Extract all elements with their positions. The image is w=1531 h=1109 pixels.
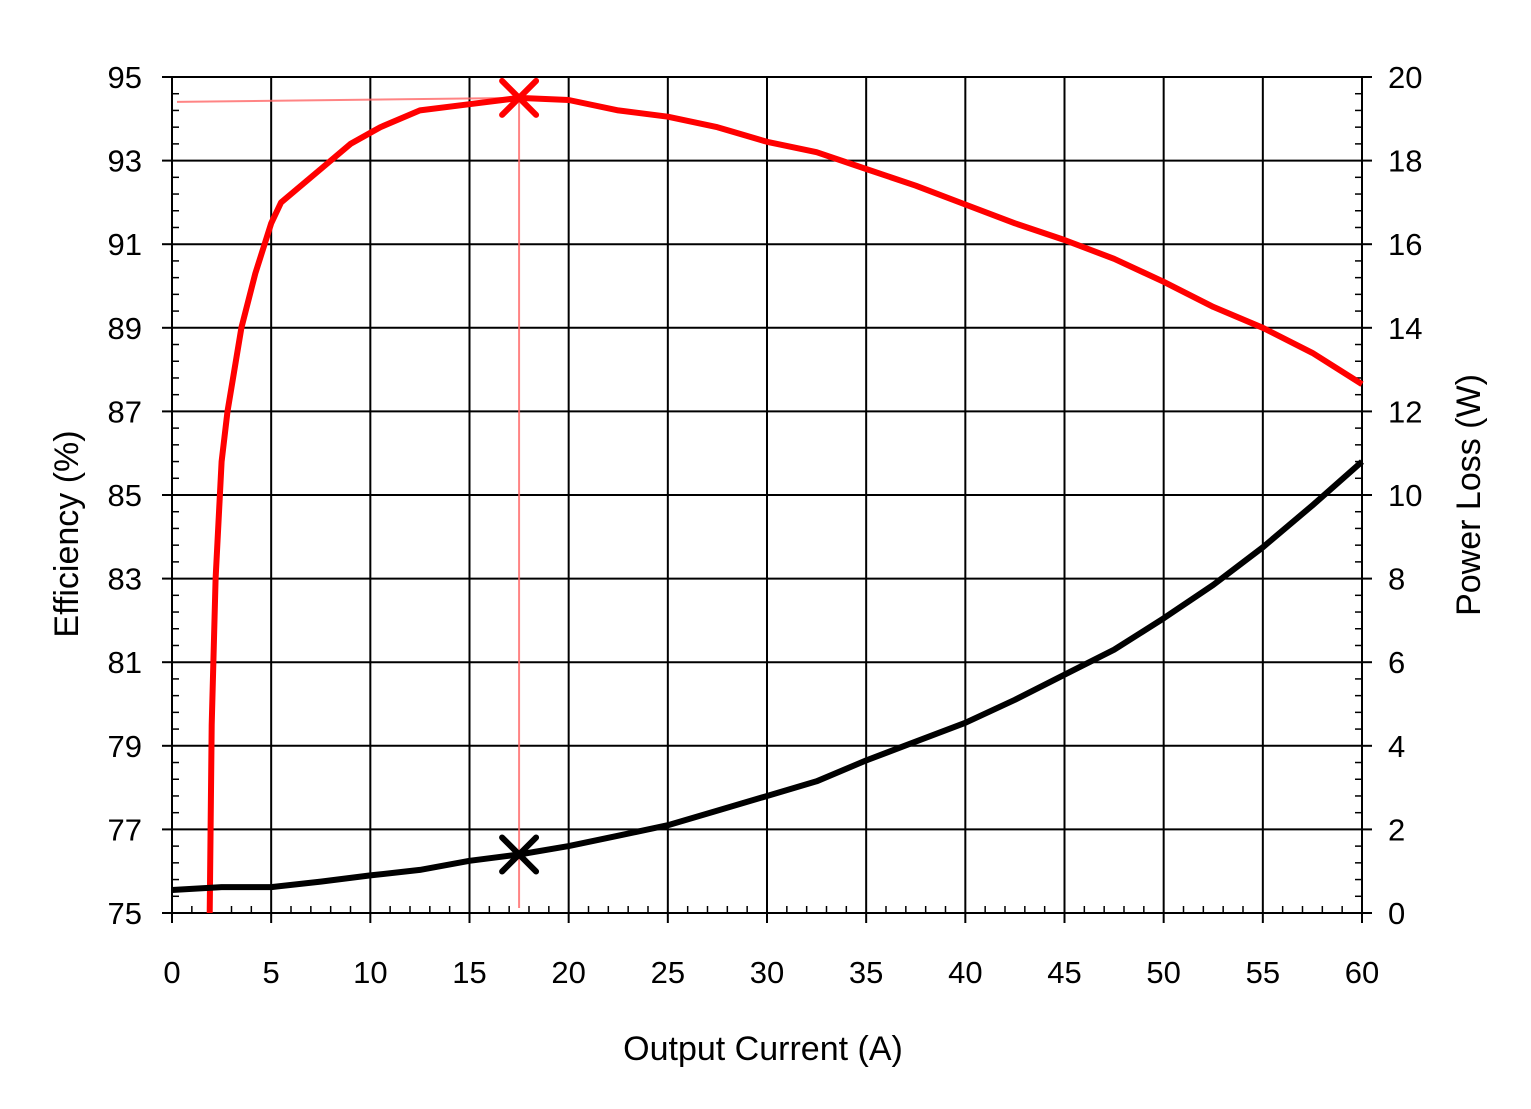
series-group — [171, 94, 1364, 914]
power-loss-marker — [499, 834, 540, 875]
power-loss-curve — [171, 459, 1364, 893]
y-right-tick-label: 18 — [1388, 144, 1422, 179]
y-right-tick-label: 0 — [1388, 896, 1405, 931]
y-right-tick-label: 10 — [1388, 478, 1422, 513]
x-tick-label: 35 — [849, 955, 883, 990]
y-axis-left-title: Efficiency (%) — [48, 430, 86, 637]
x-tick-label: 40 — [948, 955, 982, 990]
y-right-tick-label: 16 — [1388, 227, 1422, 262]
x-tick-label: 60 — [1345, 955, 1379, 990]
y-right-tick-label: 8 — [1388, 562, 1405, 597]
x-tick-label: 55 — [1246, 955, 1280, 990]
markers — [499, 77, 540, 875]
y-left-tick-label: 93 — [108, 144, 142, 179]
y-right-tick-label: 20 — [1388, 60, 1422, 95]
plot-frame — [171, 76, 1363, 914]
y-axis-right-title: Power Loss (W) — [1450, 374, 1488, 616]
x-tick-label: 25 — [651, 955, 685, 990]
x-tick-label: 20 — [551, 955, 585, 990]
y-left-tick-label: 89 — [108, 311, 142, 346]
grid — [162, 76, 1372, 923]
minor-ticks — [172, 92, 1362, 913]
y-left-tick-label: 75 — [108, 896, 142, 931]
y-right-tick-label: 2 — [1388, 812, 1405, 847]
x-tick-label: 0 — [163, 955, 180, 990]
x-tick-label: 30 — [750, 955, 784, 990]
efficiency-peak-marker — [499, 77, 540, 118]
marker-stroke — [499, 834, 540, 875]
y-left-tick-label: 87 — [108, 394, 142, 429]
x-axis-title: Output Current (A) — [623, 1030, 903, 1068]
y-left-tick-label: 83 — [108, 562, 142, 597]
y-left-tick-label: 91 — [108, 227, 142, 262]
y-right-tick-label: 14 — [1388, 311, 1422, 346]
x-tick-label: 45 — [1047, 955, 1081, 990]
y-right-tick-label: 6 — [1388, 645, 1405, 680]
y-left-tick-label: 95 — [108, 60, 142, 95]
x-tick-label: 5 — [263, 955, 280, 990]
y-left-tick-label: 81 — [108, 645, 142, 680]
y-left-tick-label: 79 — [108, 729, 142, 764]
marker-stroke — [499, 77, 540, 118]
guide-lines — [176, 96, 521, 908]
x-tick-label: 15 — [452, 955, 486, 990]
y-right-tick-label: 4 — [1388, 729, 1405, 764]
y-left-tick-label: 85 — [108, 478, 142, 513]
y-left-tick-label: 77 — [108, 812, 142, 847]
efficiency-curve — [206, 94, 1364, 914]
horizontal-guide-line — [176, 96, 520, 103]
y-right-tick-label: 12 — [1388, 394, 1422, 429]
tick-labels: 0 5 10 15 20 25 30 35 40 45 50 55 607577798183858789… — [108, 60, 1423, 990]
x-tick-label: 10 — [353, 955, 387, 990]
x-tick-label: 50 — [1146, 955, 1180, 990]
